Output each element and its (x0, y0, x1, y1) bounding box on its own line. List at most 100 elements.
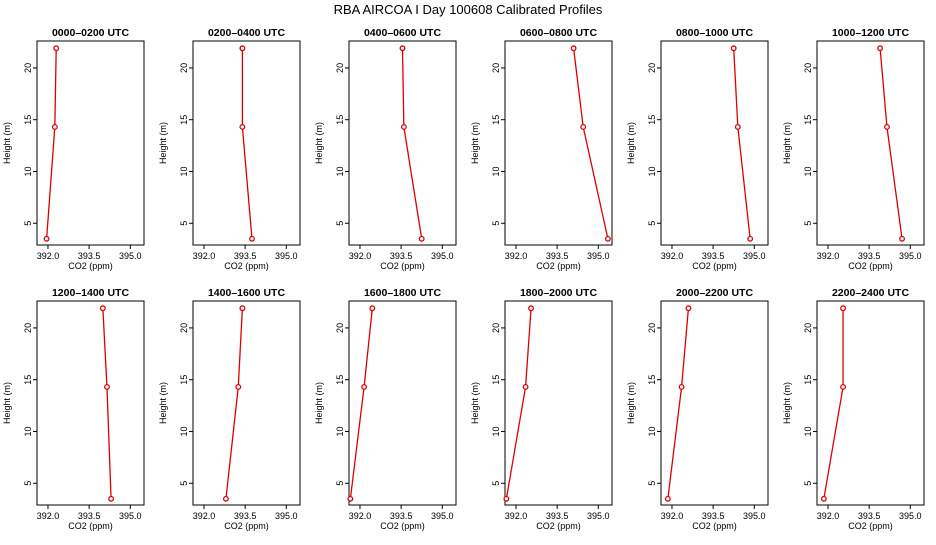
plot-frame (660, 300, 769, 506)
x-tick-label: 392.0 (817, 511, 840, 521)
x-tick-label: 395.0 (899, 511, 922, 521)
y-tick-label: 5 (491, 221, 501, 226)
panel-title: 0000–0200 UTC (52, 27, 129, 39)
profile-line (225, 308, 244, 499)
y-tick-label: 15 (491, 375, 501, 385)
profile-line (102, 308, 112, 499)
x-axis-label: CO2 (ppm) (224, 261, 269, 271)
y-tick-label: 20 (803, 323, 813, 333)
data-point (104, 383, 110, 390)
y-tick-label: 10 (23, 426, 33, 436)
profile-line (241, 48, 253, 239)
y-tick-label: 10 (23, 166, 33, 176)
x-axis-label: CO2 (ppm) (380, 261, 425, 271)
y-tick-label: 10 (335, 166, 345, 176)
x-tick-label: 393.5 (546, 511, 569, 521)
x-axis-label: CO2 (ppm) (536, 521, 581, 531)
profile-line (45, 48, 57, 239)
panel-4: 0600–0800 UTC 392.0 393.5 395.0 CO2 (ppm) 5 10… (470, 27, 613, 271)
x-tick-label: 395.0 (431, 511, 454, 521)
data-point (747, 235, 754, 242)
data-point (528, 305, 535, 312)
x-tick-label: 393.5 (546, 251, 569, 261)
panel-11: 2000–2200 UTC 392.0 393.5 395.0 CO2 (ppm) 5 10… (626, 287, 769, 531)
x-tick-label: 393.5 (702, 251, 725, 261)
y-tick-label: 10 (647, 426, 657, 436)
data-point (899, 235, 906, 242)
plot-frame (660, 40, 769, 246)
x-axis-label: CO2 (ppm) (380, 521, 425, 531)
data-point (685, 305, 692, 312)
y-axis-label: Height (m) (158, 122, 168, 164)
data-point (222, 495, 229, 502)
data-point (664, 495, 671, 502)
y-tick-label: 15 (647, 375, 657, 385)
panel-title: 0800–1000 UTC (676, 27, 753, 39)
plot-frame (192, 300, 301, 506)
x-tick-label: 392.0 (37, 251, 60, 261)
y-tick-label: 15 (647, 115, 657, 125)
x-tick-label: 393.5 (234, 251, 257, 261)
y-axis-label: Height (m) (470, 382, 480, 424)
plot-frame (816, 40, 925, 246)
y-axis-label: Height (m) (626, 122, 636, 164)
panel-10: 1800–2000 UTC 392.0 393.5 395.0 CO2 (ppm) 5 10… (470, 287, 613, 531)
panel-title: 1600–1800 UTC (364, 287, 441, 299)
data-point (678, 383, 685, 390)
x-tick-label: 393.5 (390, 251, 413, 261)
panel-2: 0200–0400 UTC 392.0 393.5 395.0 CO2 (ppm) 5 10… (158, 27, 301, 271)
x-tick-label: 392.0 (817, 251, 840, 261)
panel-3: 0400–0600 UTC 392.0 393.5 395.0 CO2 (ppm) 5 10… (314, 27, 457, 271)
data-point (734, 123, 741, 130)
data-point (840, 305, 847, 312)
x-tick-label: 393.5 (702, 511, 725, 521)
x-axis-label: CO2 (ppm) (848, 261, 893, 271)
y-tick-label: 10 (803, 166, 813, 176)
y-tick-label: 10 (647, 166, 657, 176)
data-point (99, 305, 106, 312)
y-tick-label: 20 (647, 323, 657, 333)
data-point (235, 383, 242, 390)
data-point (347, 495, 354, 502)
y-tick-label: 15 (335, 375, 345, 385)
y-tick-label: 5 (23, 481, 33, 486)
panel-6: 1000–1200 UTC 392.0 393.5 395.0 CO2 (ppm) 5 10… (782, 27, 925, 271)
data-point (884, 123, 890, 130)
data-point (840, 383, 847, 390)
y-tick-label: 5 (335, 221, 345, 226)
y-axis-label: Height (m) (470, 122, 480, 164)
y-tick-label: 5 (23, 221, 33, 226)
x-tick-label: 395.0 (275, 511, 298, 521)
data-point (249, 235, 255, 242)
x-axis-label: CO2 (ppm) (68, 261, 113, 271)
plot-frame (36, 300, 145, 506)
panel-5: 0800–1000 UTC 392.0 393.5 395.0 CO2 (ppm) 5 10… (626, 27, 769, 271)
y-tick-label: 10 (179, 426, 189, 436)
data-point (369, 305, 376, 312)
x-tick-label: 393.5 (858, 251, 881, 261)
y-tick-label: 20 (491, 63, 501, 73)
panel-8: 1400–1600 UTC 392.0 393.5 395.0 CO2 (ppm) 5 10… (158, 287, 301, 531)
y-tick-label: 20 (335, 323, 345, 333)
y-tick-label: 15 (179, 115, 189, 125)
x-tick-label: 392.0 (193, 511, 216, 521)
y-tick-label: 10 (491, 426, 501, 436)
profile-line (572, 48, 609, 239)
data-point (604, 235, 611, 242)
y-tick-label: 15 (491, 115, 501, 125)
y-tick-label: 15 (179, 375, 189, 385)
x-tick-label: 395.0 (275, 251, 298, 261)
x-tick-label: 395.0 (899, 251, 922, 261)
plot-frame (348, 300, 457, 506)
panel-title: 1000–1200 UTC (832, 27, 909, 39)
y-tick-label: 5 (647, 481, 657, 486)
panel-title: 1800–2000 UTC (520, 287, 597, 299)
x-tick-label: 393.5 (78, 251, 101, 261)
plot-frame (504, 40, 613, 246)
x-tick-label: 395.0 (743, 251, 766, 261)
panel-9: 1600–1800 UTC 392.0 393.5 395.0 CO2 (ppm) 5 10… (314, 287, 457, 531)
profile-line (823, 308, 844, 499)
x-axis-label: CO2 (ppm) (68, 521, 113, 531)
y-tick-label: 15 (23, 375, 33, 385)
y-tick-label: 20 (179, 323, 189, 333)
